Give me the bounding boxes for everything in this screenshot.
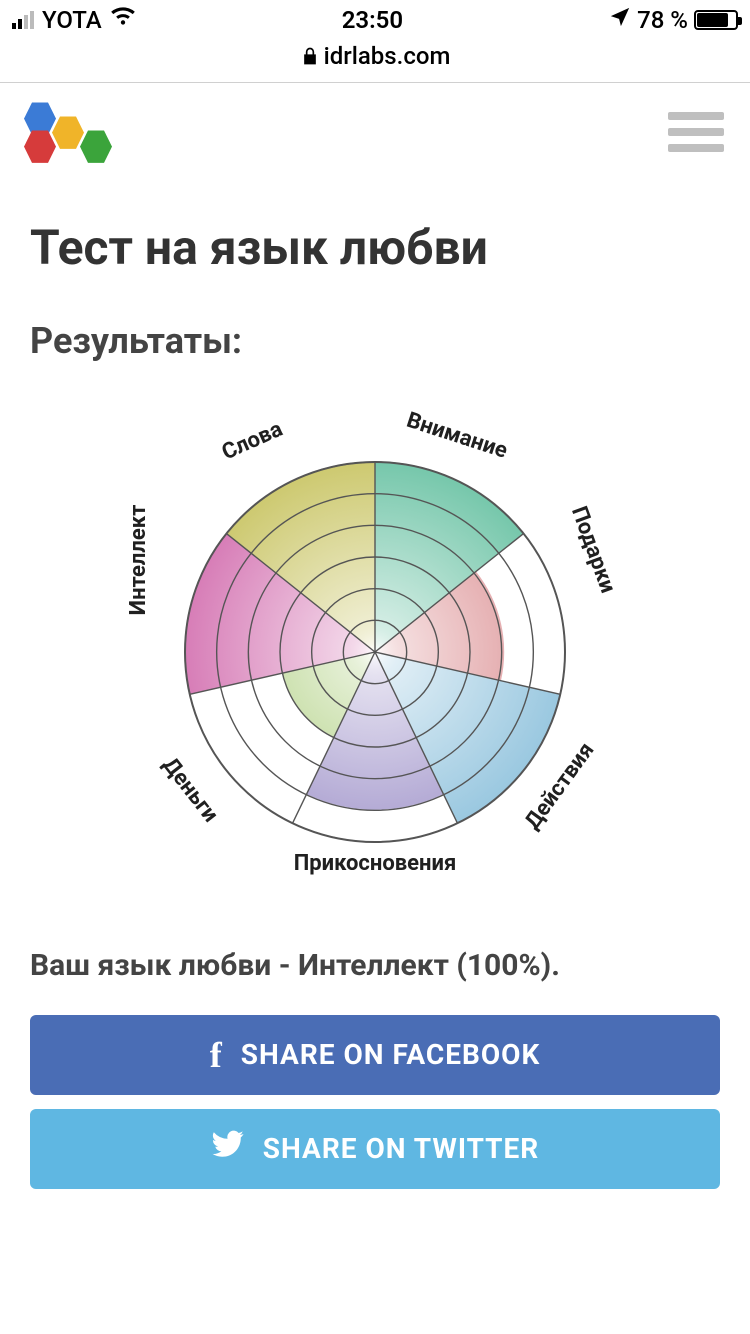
svg-text:Подарки: Подарки [566,503,620,596]
svg-text:Прикосновения: Прикосновения [294,851,457,876]
svg-text:Интеллект: Интеллект [126,504,151,615]
site-nav [0,83,750,183]
share-twitter-label: SHARE ON TWITTER [263,1132,539,1165]
url-domain: idrlabs.com [324,42,451,70]
facebook-icon: f [210,1034,223,1076]
page-content: Тест на язык любви Результаты: Внимание П… [0,183,750,1189]
status-left: YOTA [12,4,136,36]
status-bar: YOTA 23:50 78 % [0,0,750,40]
result-summary: Ваш язык любви - Интеллект (100%). [30,948,720,983]
svg-text:Внимание: Внимание [404,407,511,463]
status-right: 78 % [609,6,738,34]
results-chart: ВниманиеПодаркиДействияПрикосновенияДень… [30,392,720,912]
battery-icon [694,10,738,30]
twitter-icon [211,1127,245,1170]
svg-text:Деньги: Деньги [157,753,223,827]
svg-text:Слова: Слова [218,416,286,465]
lock-icon [300,44,320,72]
wifi-icon [110,4,136,36]
page-title: Тест на язык любви [30,219,720,276]
menu-icon[interactable] [668,112,724,152]
browser-url-bar[interactable]: idrlabs.com [0,40,750,83]
status-time: 23:50 [342,6,403,34]
share-twitter-button[interactable]: SHARE ON TWITTER [30,1109,720,1189]
results-heading: Результаты: [30,320,720,362]
site-logo[interactable] [22,101,100,163]
share-facebook-button[interactable]: f SHARE ON FACEBOOK [30,1015,720,1095]
share-facebook-label: SHARE ON FACEBOOK [241,1038,541,1071]
carrier-name: YOTA [42,6,102,34]
signal-icon [12,11,34,29]
location-icon [609,6,631,34]
battery-pct: 78 % [637,6,688,34]
